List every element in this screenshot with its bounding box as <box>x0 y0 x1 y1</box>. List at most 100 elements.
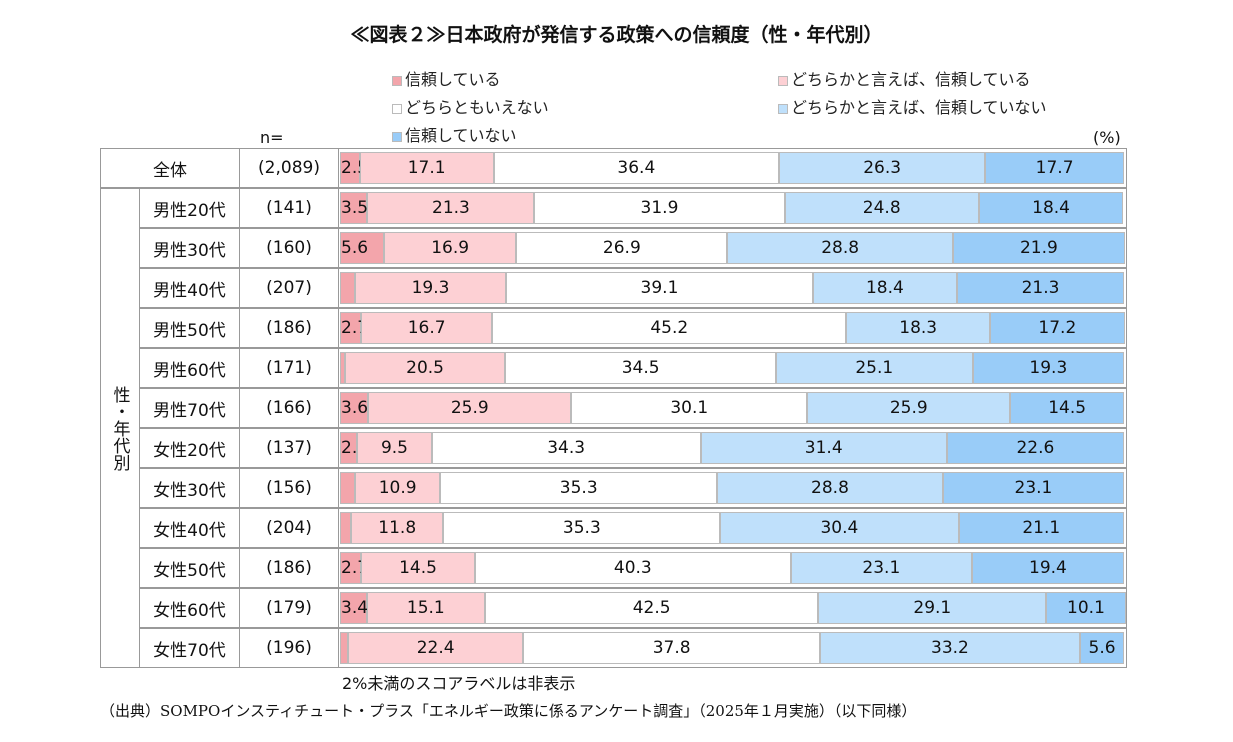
bar-segment: 11.8 <box>350 512 444 544</box>
row-n: (2,089) <box>239 148 339 188</box>
row-frame <box>338 268 1127 308</box>
legend-item: 信頼していない <box>392 122 517 146</box>
bar-segment: 26.3 <box>779 152 986 184</box>
row-label: 女性60代 <box>139 588 240 628</box>
bar-segment: 10.9 <box>354 472 441 504</box>
bar-segment <box>340 352 345 384</box>
note: 2%未満のスコアラベルは非表示 <box>342 674 576 693</box>
bar-segment: 22.6 <box>946 432 1124 464</box>
bar-segment: 21.3 <box>367 192 535 224</box>
row-frame <box>338 188 1127 228</box>
bar-segment: 25.9 <box>807 392 1011 424</box>
row-label: 女性20代 <box>139 428 240 468</box>
legend-item: どちらともいえない <box>392 94 549 118</box>
bar-segment: 14.5 <box>361 552 475 584</box>
row-n: (156) <box>239 468 339 508</box>
bar-segment: 36.4 <box>493 152 780 184</box>
legend-item: どちらかと言えば、信頼していない <box>778 94 1047 118</box>
bar-segment: 5.6 <box>340 232 384 264</box>
row-frame <box>338 228 1127 268</box>
bar-segment: 25.9 <box>368 392 572 424</box>
bar-segment: 31.4 <box>700 432 947 464</box>
bar-segment: 18.3 <box>846 312 990 344</box>
bar-segment: 35.3 <box>443 512 721 544</box>
bar-segment: 30.1 <box>571 392 808 424</box>
bar-segment <box>340 512 351 544</box>
bar-segment: 2.7 <box>340 552 368 584</box>
bar-segment: 40.3 <box>474 552 791 584</box>
bar-segment: 19.3 <box>972 352 1124 384</box>
bar-segment: 31.9 <box>534 192 785 224</box>
bar-segment: 17.7 <box>985 152 1124 184</box>
bar-segment: 17.2 <box>989 312 1125 344</box>
row-n: (186) <box>239 308 339 348</box>
n-label: n= <box>260 128 284 147</box>
row-label: 女性30代 <box>139 468 240 508</box>
row-n: (141) <box>239 188 339 228</box>
bar-segment: 19.3 <box>354 272 507 304</box>
unit-label: (%) <box>1093 128 1121 147</box>
row-label: 女性40代 <box>139 508 240 548</box>
bar-segment: 2.7 <box>340 312 368 344</box>
row-label: 女性50代 <box>139 548 240 588</box>
bar-segment: 3.6 <box>340 392 369 424</box>
row-n: (179) <box>239 588 339 628</box>
bar-segment: 18.4 <box>812 272 957 304</box>
legend-item: どちらかと言えば、信頼している <box>778 66 1031 90</box>
row-n: (137) <box>239 428 339 468</box>
bar-segment: 45.2 <box>492 312 847 344</box>
bar-segment: 23.1 <box>942 472 1124 504</box>
bar-segment: 18.4 <box>978 192 1124 224</box>
bar-segment: 3.5 <box>340 192 368 224</box>
bar-segment: 3.4 <box>340 592 368 624</box>
legend-swatch <box>392 103 402 114</box>
bar-segment: 21.1 <box>958 512 1124 544</box>
row-frame <box>338 428 1127 468</box>
legend-swatch <box>392 131 402 142</box>
legend-swatch <box>392 75 402 86</box>
bar-segment: 37.8 <box>523 632 820 664</box>
bar-segment: 9.5 <box>357 432 432 464</box>
bar-segment: 24.8 <box>784 192 979 224</box>
legend-label: どちらかと言えば、信頼していない <box>791 98 1047 117</box>
bar-segment: 28.8 <box>717 472 943 504</box>
row-frame <box>338 548 1127 588</box>
row-n: (171) <box>239 348 339 388</box>
legend-label: どちらともいえない <box>405 98 549 117</box>
group-label: 性・年代別 <box>100 188 140 668</box>
bar-segment: 14.5 <box>1010 392 1124 424</box>
bar-segment: 5.6 <box>1080 632 1124 664</box>
bar-segment: 34.3 <box>431 432 701 464</box>
row-frame <box>338 348 1127 388</box>
row-frame <box>338 508 1127 548</box>
source: （出典）SOMPOインスティチュート・プラス「エネルギー政策に係るアンケート調査… <box>100 702 917 720</box>
bar-segment: 2.2 <box>340 432 368 464</box>
bar-segment: 15.1 <box>366 592 486 624</box>
bar-segment: 10.1 <box>1046 592 1126 624</box>
row-frame <box>338 308 1127 348</box>
bar-segment: 17.1 <box>359 152 494 184</box>
row-frame <box>338 388 1127 428</box>
bar-segment: 21.9 <box>953 232 1125 264</box>
bar-segment: 26.9 <box>516 232 728 264</box>
bar-segment: 19.4 <box>971 552 1124 584</box>
bar-segment <box>340 632 348 664</box>
bar-segment: 33.2 <box>819 632 1081 664</box>
bar-segment: 34.5 <box>505 352 776 384</box>
legend-label: 信頼していない <box>405 126 517 145</box>
row-n: (196) <box>239 628 339 668</box>
row-label: 女性70代 <box>139 628 240 668</box>
row-n: (166) <box>239 388 339 428</box>
row-n: (186) <box>239 548 339 588</box>
bar-segment: 20.5 <box>344 352 506 384</box>
row-frame <box>338 628 1127 668</box>
bar-segment: 25.1 <box>775 352 973 384</box>
legend-label: どちらかと言えば、信頼している <box>791 70 1031 89</box>
row-label: 男性60代 <box>139 348 240 388</box>
bar-segment: 35.3 <box>440 472 718 504</box>
row-frame <box>338 588 1127 628</box>
row-n: (160) <box>239 228 339 268</box>
row-label: 男性50代 <box>139 308 240 348</box>
bar-segment: 30.4 <box>720 512 959 544</box>
